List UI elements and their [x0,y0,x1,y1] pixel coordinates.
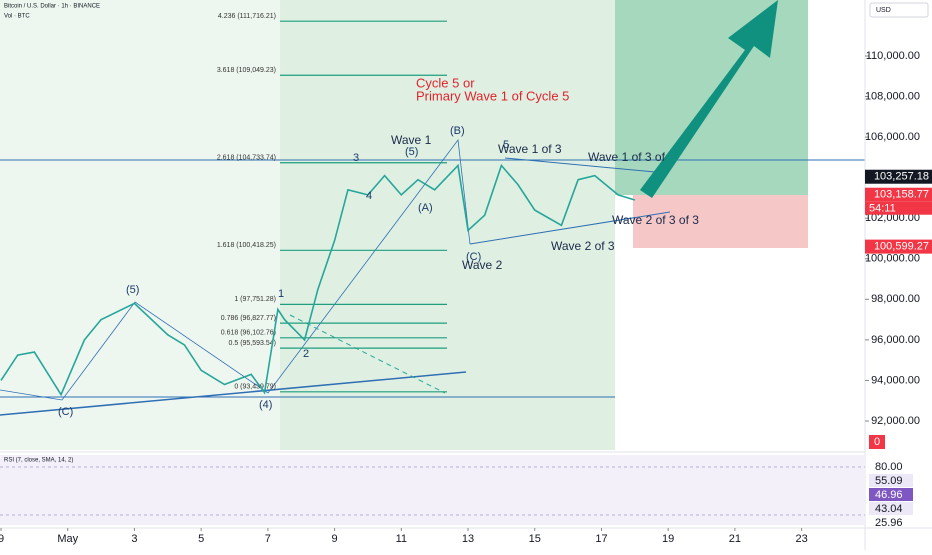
annotation: Cycle 5 or [416,75,475,90]
annotation: (4) [259,399,272,411]
y-tick-label: 92,000.00 [871,415,920,427]
y-tick-label: 100,000.00 [865,253,920,265]
y-tick-label: 108,000.00 [865,90,920,102]
x-tick-label: 5 [198,533,204,545]
fib-label: 0 (93,439.79) [234,384,276,391]
annotation: (B) [450,125,465,137]
fib-label: 2.618 (104,733.74) [217,155,276,162]
currency: USD [876,7,891,14]
price-label: 103,158.77 [874,189,929,201]
x-tick-label: 11 [396,533,407,545]
price-label-box [865,187,932,202]
fib-label: 3.618 (109,049.23) [217,67,276,74]
annotation: Wave 2 of 3 [551,239,615,253]
price-axis [865,0,932,550]
rsi-label-box [869,474,913,487]
x-tick-label: 3 [131,533,137,545]
annotation: Primary Wave 1 of Cycle 5 [416,88,569,103]
annotation: 2 [303,348,309,360]
annotation: Wave 1 of 3 of [588,150,666,164]
bg-zone [280,0,615,450]
price-label-box [865,239,932,254]
annotation: (A) [418,202,433,214]
currency-box [869,2,929,18]
fib-label: 4.236 (111,716.21) [218,13,276,20]
fib-label: 1.618 (100,418.25) [217,242,276,249]
fib-label: 0.786 (96,827.77) [221,315,276,322]
x-tick-label: May [57,533,78,545]
annotation: Wave 2 [462,258,503,272]
y-tick-label: 106,000.00 [865,131,920,143]
x-tick-label: 21 [729,533,741,545]
price-label-box [865,169,932,184]
annotation: 4 [366,190,372,202]
annotation: (C) [466,251,481,263]
stop-zone [633,195,808,248]
y-tick-label: 94,000.00 [871,374,920,386]
rsi-label: 55.09 [875,475,903,487]
x-tick-label: 13 [462,533,474,545]
projection [289,314,446,394]
rsi-title: RSI (7, close, SMA, 14, 2) [4,458,73,464]
x-tick-label: 9 [332,533,338,545]
fib-label: 1 (97,751.28) [234,296,276,303]
rsi-label: 25.96 [875,517,903,529]
y-tick-label: 98,000.00 [871,293,920,305]
plot: 4.236 (111,716.21) 3.618 (109,049.23) 2.61… [0,13,636,397]
annotation: Wave 2 of 3 of 3 [612,213,699,227]
trend-line [469,211,671,245]
x-tick-label: 7 [265,533,271,545]
trend-line [0,371,467,416]
countdown: 54:11 [869,203,896,215]
price-label: 103,257.18 [874,171,929,183]
annotation: (C) [58,406,73,418]
trend-line [504,157,656,173]
countdown-box [865,201,932,215]
y-tick-label: 96,000.00 [871,334,920,346]
y-tick-label: 102,000.00 [865,212,920,224]
rsi-label-box [869,502,913,515]
fib-label: 0.618 (96,102.76) [221,330,276,337]
price-line [0,163,636,397]
volume-box [869,435,885,449]
y-tick-label: 110,000.00 [866,50,920,62]
x-tick-label: 19 [662,533,674,545]
price-label: 100,599.27 [874,241,929,253]
x-tick-label: 23 [795,533,807,545]
annotation: 1 [278,288,284,300]
x-tick-label: 9 [0,533,4,545]
annotation: Wave 1 of 3 [498,142,562,156]
x-tick-label: 17 [595,533,607,545]
symbol: Bitcoin / U.S. Dollar · 1h · BINANCE [4,4,100,10]
annotation: (5) [126,284,139,296]
rsi-label: 46.96 [875,489,903,501]
rsi-label-box [869,460,913,473]
annotation: 5 [503,139,509,151]
volume-title: Vol · BTC [4,14,30,20]
annotation: (5) [405,146,418,158]
rsi-label-box [869,488,913,501]
x-tick-label: 15 [529,533,541,545]
fib-label: 0.5 (95,593.54) [229,340,276,347]
annotation: 3 [353,152,359,164]
annotation: Wave 1 [391,133,432,147]
arrow [640,0,778,198]
wave-line [0,138,471,401]
rsi-label: 80.00 [875,461,903,473]
volume-label: 0 [874,436,880,448]
rsi-label: 43.04 [875,503,903,515]
